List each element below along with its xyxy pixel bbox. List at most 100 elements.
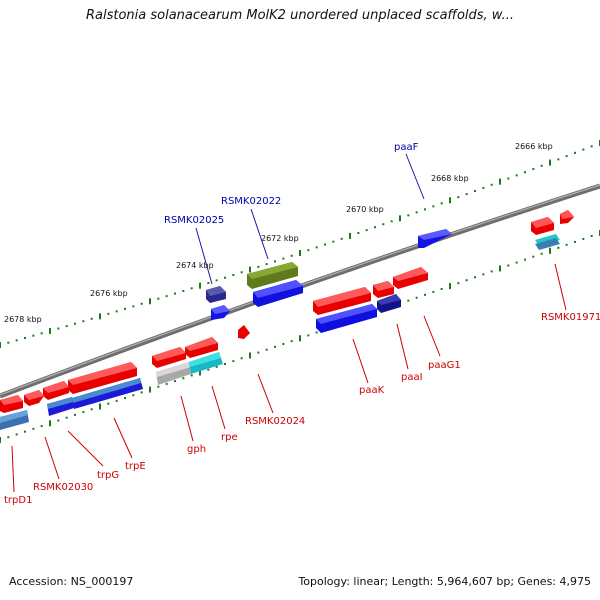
gene-rpe-cyan[interactable] xyxy=(189,352,223,374)
scale-minor-dot xyxy=(407,214,410,217)
scale-minor-dot xyxy=(540,252,543,255)
gene-label-paaG1[interactable]: paaG1 xyxy=(428,360,461,371)
scale-minor-dot xyxy=(590,234,593,237)
gene-RSMK02025-block[interactable] xyxy=(206,286,226,303)
scale-minor-dot xyxy=(540,164,543,167)
gene-label-RSMK02025[interactable]: RSMK02025 xyxy=(164,215,224,226)
gene-paaK-blue[interactable] xyxy=(316,304,377,333)
scale-major-tick xyxy=(499,178,501,185)
scale-minor-dot xyxy=(432,205,435,208)
gene-RSMK01971-red-b[interactable] xyxy=(560,210,574,224)
scale-minor-dot xyxy=(424,208,426,211)
scale-minor-dot xyxy=(557,158,560,161)
gene-RSMK02022-lower-block[interactable] xyxy=(253,280,303,307)
gene-RSMK02030-red[interactable] xyxy=(24,390,44,406)
scale-minor-dot xyxy=(307,334,310,337)
scale-minor-dot xyxy=(182,377,185,380)
gene-label-gph[interactable]: gph xyxy=(187,444,206,455)
scale-minor-dot xyxy=(257,351,260,354)
gene-trpE-red[interactable] xyxy=(68,362,137,394)
scale-minor-dot xyxy=(7,436,10,439)
scale-minor-dot xyxy=(7,341,10,344)
scale-minor-dot xyxy=(15,339,18,342)
scale-minor-dot xyxy=(315,331,318,334)
gene-RSMK02025-lower-block[interactable] xyxy=(211,305,230,320)
label-leader-lines xyxy=(11,153,567,493)
scale-minor-dot xyxy=(224,276,226,279)
scale-minor-dot xyxy=(282,342,285,345)
accession-text: Accession: NS_000197 xyxy=(9,575,134,588)
gene-paaI-red[interactable] xyxy=(373,281,394,298)
gene-rpe-red[interactable] xyxy=(185,337,218,358)
scale-minor-dot xyxy=(140,302,143,305)
scale-minor-dot xyxy=(532,255,535,258)
gene-RSMK01971-red-a[interactable] xyxy=(531,217,554,235)
scale-minor-dot xyxy=(265,348,268,351)
gene-trpG-red[interactable] xyxy=(43,381,69,400)
scale-minor-dot xyxy=(115,310,118,313)
gene-label-trpD1[interactable]: trpD1 xyxy=(4,495,32,506)
gene-paaF-block[interactable] xyxy=(418,229,452,248)
gene-label-RSMK02022[interactable]: RSMK02022 xyxy=(221,196,281,207)
scale-minor-dot xyxy=(390,220,393,223)
gene-label-trpG[interactable]: trpG xyxy=(97,470,119,481)
scale-minor-dot xyxy=(490,183,493,186)
scale-minor-dot xyxy=(374,226,376,229)
gene-trpE-blue[interactable] xyxy=(72,378,143,409)
gene-RSMK02022-block[interactable] xyxy=(247,262,298,289)
gene-trpD1-red[interactable] xyxy=(0,395,23,413)
scale-minor-dot xyxy=(24,430,26,433)
gene-RSMK02024-block[interactable] xyxy=(238,325,250,339)
gene-label-paaI[interactable]: paaI xyxy=(401,372,423,383)
scale-minor-dot xyxy=(215,365,218,368)
gene-label-trpE[interactable]: trpE xyxy=(125,461,146,472)
scale-minor-dot xyxy=(457,282,460,285)
gene-label-RSMK01971[interactable]: RSMK01971 xyxy=(541,312,600,323)
gene-paaK-red[interactable] xyxy=(313,287,371,315)
scale-minor-dot xyxy=(265,263,268,266)
scale-minor-dot xyxy=(582,237,585,240)
scale-minor-dot xyxy=(65,416,68,419)
scale-minor-dot xyxy=(32,427,35,430)
scale-minor-dot xyxy=(482,186,485,189)
scale-minor-dot xyxy=(107,312,110,315)
gene-gph-grey[interactable] xyxy=(156,362,191,385)
tick-label-2676: 2676 kbp xyxy=(90,289,128,298)
scale-major-tick xyxy=(199,282,201,289)
gene-RSMK01971-cyan[interactable] xyxy=(535,234,560,250)
scale-minor-dot xyxy=(340,237,343,240)
scale-minor-dot xyxy=(157,385,160,388)
scale-minor-dot xyxy=(174,292,176,295)
scale-major-tick xyxy=(299,250,301,256)
scale-major-tick xyxy=(199,369,201,376)
scale-minor-dot xyxy=(582,148,585,151)
scale-minor-dot xyxy=(332,240,335,243)
scale-minor-dot xyxy=(215,279,218,282)
scale-minor-dot xyxy=(407,299,410,302)
gene-label-paaK[interactable]: paaK xyxy=(359,385,385,396)
gene-label-RSMK02024[interactable]: RSMK02024 xyxy=(245,416,305,427)
gene-paaG1-red[interactable] xyxy=(393,267,428,289)
scale-minor-dot xyxy=(115,399,118,402)
scale-minor-dot xyxy=(40,425,43,428)
scale-minor-dot xyxy=(90,317,93,320)
gene-trpD1-blue[interactable] xyxy=(0,410,29,430)
scale-major-tick xyxy=(49,327,51,334)
gene-trpG-blue[interactable] xyxy=(47,397,74,416)
scale-minor-dot xyxy=(165,295,168,298)
scale-minor-dot xyxy=(524,171,526,174)
gene-paaI-navy[interactable] xyxy=(377,294,401,313)
scale-minor-dot xyxy=(557,246,560,249)
scale-minor-dot xyxy=(32,334,35,337)
gene-label-paaF[interactable]: paaF xyxy=(394,142,419,153)
scale-major-tick xyxy=(399,215,401,222)
gene-gph-red[interactable] xyxy=(152,347,186,368)
scale-minor-dot xyxy=(507,177,510,180)
scale-major-tick xyxy=(349,232,351,239)
scale-dotted-line-upper xyxy=(0,140,600,348)
scale-minor-dot xyxy=(440,202,443,205)
scale-major-tick xyxy=(0,342,1,348)
gene-label-RSMK02030[interactable]: RSMK02030 xyxy=(33,482,93,493)
gene-label-rpe[interactable]: rpe xyxy=(221,432,238,443)
